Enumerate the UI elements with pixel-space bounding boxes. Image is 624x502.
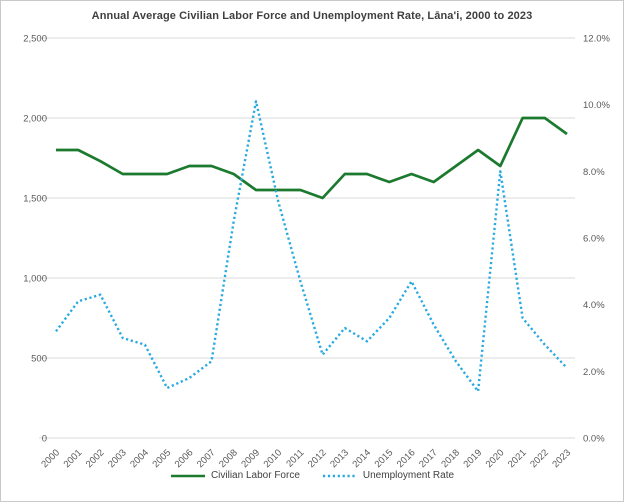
left-axis-tick-label: 2,000 [23, 114, 47, 125]
x-axis-year-label: 2000 [39, 447, 62, 470]
x-axis-year-label: 2007 [195, 447, 218, 470]
x-axis-year-label: 2010 [262, 447, 285, 470]
legend-swatch-labor-force-line [170, 474, 205, 477]
x-axis-year-label: 2016 [395, 447, 418, 470]
right-axis-tick-label: 6.0% [583, 234, 605, 245]
right-axis-tick-label: 10.0% [583, 100, 610, 111]
x-axis-year-label: 2013 [328, 447, 351, 470]
x-axis-year-label: 2012 [306, 447, 329, 470]
x-axis-year-label: 2019 [462, 447, 485, 470]
right-axis-tick-label: 0.0% [583, 434, 605, 445]
x-axis-year-label: 2009 [239, 447, 262, 470]
x-axis-year-label: 2002 [84, 447, 107, 470]
legend-swatch-unemployment-line [322, 474, 357, 477]
legend-label-unemployment: Unemployment Rate [362, 470, 455, 481]
x-axis-year-label: 2005 [150, 447, 173, 470]
chart-legend: Civilian Labor Force Unemployment Rate [1, 470, 623, 481]
right-axis-tick-label: 4.0% [583, 300, 605, 311]
legend-label-labor-force: Civilian Labor Force [210, 470, 300, 481]
left-axis-tick-label: 1,000 [23, 274, 47, 285]
right-axis-tick-label: 12.0% [583, 34, 610, 45]
labor-force-line [56, 116, 568, 200]
legend-item-labor-force: Civilian Labor Force [170, 470, 300, 481]
left-axis-tick-label: 1,500 [23, 194, 47, 205]
x-axis-year-label: 2011 [284, 447, 306, 469]
x-axis-year-label: 2017 [417, 447, 440, 470]
left-axis-tick-label: 500 [31, 354, 47, 365]
x-axis-year-label: 2006 [173, 447, 196, 470]
x-axis-year-label: 2020 [484, 447, 507, 470]
x-axis-year-label: 2014 [350, 447, 373, 470]
x-axis-year-label: 2023 [550, 447, 573, 470]
x-axis-year-label: 2003 [106, 447, 129, 470]
left-axis-tick-label: 0 [42, 434, 47, 445]
x-axis-year-label: 2021 [506, 447, 529, 470]
x-axis-year-label: 2004 [128, 447, 151, 470]
x-axis-year-label: 2022 [528, 447, 551, 470]
right-axis-tick-label: 2.0% [583, 367, 605, 378]
right-axis-tick-label: 8.0% [583, 167, 605, 178]
unemployment-rate-line [55, 100, 568, 393]
x-axis-year-label: 2008 [217, 447, 240, 470]
left-axis-tick-label: 2,500 [23, 34, 47, 45]
legend-item-unemployment: Unemployment Rate [322, 470, 454, 481]
x-axis-year-label: 2018 [439, 447, 462, 470]
x-axis-year-label: 2001 [62, 447, 85, 470]
chart-title: Annual Average Civilian Labor Force and … [91, 10, 533, 22]
x-axis-year-label: 2015 [373, 447, 396, 470]
